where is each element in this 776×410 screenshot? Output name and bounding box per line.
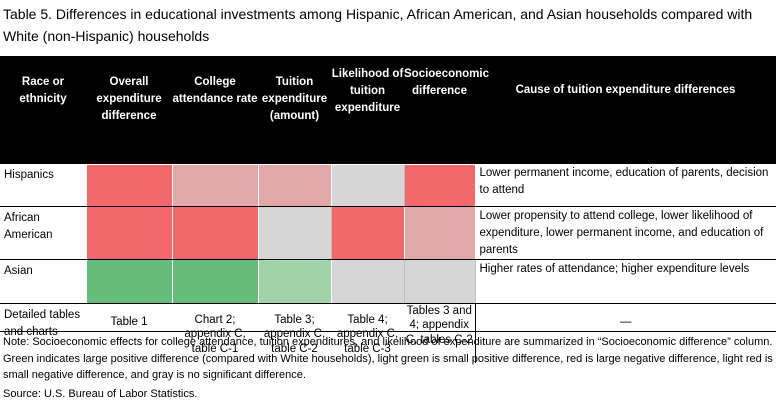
table-row-african-american: African American Lower propensity to att…	[0, 206, 776, 259]
table-row-hispanics: Hispanics Lower permanent income, educat…	[0, 164, 776, 206]
swatch-hispanics-likelihood	[331, 164, 404, 206]
row-label: Asian	[0, 259, 86, 303]
header-likelihood: Likelihood of tuition expenditure	[331, 56, 404, 164]
swatch-african-american-likelihood	[331, 206, 404, 259]
differences-table: Race or ethnicity Overall expenditure di…	[0, 56, 776, 363]
swatch-asian-tuition	[258, 259, 331, 303]
row-label: African American	[0, 206, 86, 259]
swatch-hispanics-college	[172, 164, 258, 206]
swatch-african-american-college	[172, 206, 258, 259]
swatch-asian-socio	[404, 259, 475, 303]
header-tuition: Tuition expenditure (amount)	[258, 56, 331, 164]
swatch-hispanics-tuition	[258, 164, 331, 206]
swatch-african-american-socio	[404, 206, 475, 259]
header-socio: Socioeconomic difference	[404, 56, 475, 164]
cause-african-american: Lower propensity to attend college, lowe…	[475, 206, 776, 259]
header-race: Race or ethnicity	[0, 56, 86, 164]
swatch-asian-overall	[86, 259, 172, 303]
row-label: Hispanics	[0, 164, 86, 206]
swatch-african-american-overall	[86, 206, 172, 259]
header-row: Race or ethnicity Overall expenditure di…	[0, 56, 776, 164]
swatch-asian-likelihood	[331, 259, 404, 303]
header-overall: Overall expenditure difference	[86, 56, 172, 164]
table-title: Table 5. Differences in educational inve…	[3, 3, 773, 47]
header-cause: Cause of tuition expenditure differences	[475, 56, 776, 164]
swatch-asian-college	[172, 259, 258, 303]
table-note: Note: Socioeconomic effects for college …	[3, 334, 775, 384]
swatch-african-american-tuition	[258, 206, 331, 259]
swatch-hispanics-socio	[404, 164, 475, 206]
divider	[0, 331, 776, 332]
cause-hispanics: Lower permanent income, education of par…	[475, 164, 776, 206]
source-line: Source: U.S. Bureau of Labor Statistics.	[3, 386, 197, 402]
swatch-hispanics-overall	[86, 164, 172, 206]
table-row-asian: Asian Higher rates of attendance; higher…	[0, 259, 776, 303]
cause-asian: Higher rates of attendance; higher expen…	[475, 259, 776, 303]
header-college: College attendance rate	[172, 56, 258, 164]
